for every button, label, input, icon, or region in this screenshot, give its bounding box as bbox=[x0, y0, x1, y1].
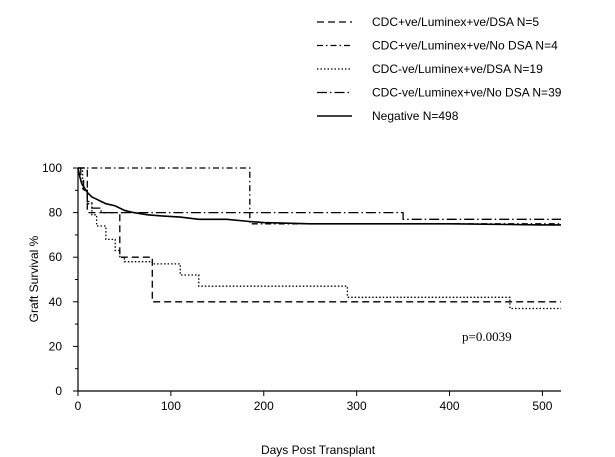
p-value-annotation: p=0.0039 bbox=[462, 329, 512, 344]
y-tick-label: 60 bbox=[49, 250, 63, 264]
x-tick-label: 100 bbox=[161, 399, 181, 413]
x-tick-label: 400 bbox=[440, 399, 460, 413]
x-tick-label: 500 bbox=[532, 399, 552, 413]
legend-label-1: CDC+ve/Luminex+ve/DSA N=5 bbox=[372, 15, 539, 29]
axis-ticks: 0 100 200 300 400 500 0 20 40 60 80 100 bbox=[42, 161, 553, 413]
legend-label-5: Negative N=498 bbox=[372, 109, 459, 123]
x-tick-label: 0 bbox=[75, 399, 82, 413]
x-tick-label: 300 bbox=[347, 399, 367, 413]
series-line-1 bbox=[78, 167, 561, 303]
y-tick-label: 0 bbox=[55, 384, 62, 398]
series-lines bbox=[77, 167, 561, 310]
legend-label-2: CDC+ve/Luminex+ve/No DSA N=4 bbox=[372, 39, 558, 53]
x-axis-label: Days Post Transplant bbox=[261, 443, 376, 457]
series-line-3 bbox=[78, 167, 561, 310]
plot-area: 0 100 200 300 400 500 0 20 40 60 80 100 p=0.0039 bbox=[42, 161, 561, 413]
legend-label-3: CDC-ve/Luminex+ve/DSA N=19 bbox=[372, 62, 543, 76]
y-tick-label: 40 bbox=[49, 295, 63, 309]
y-tick-label: 80 bbox=[49, 206, 63, 220]
legend: CDC+ve/Luminex+ve/DSA N=5 CDC+ve/Luminex+… bbox=[317, 15, 562, 123]
series-line-5 bbox=[77, 167, 561, 226]
y-axis-label: Graft Survival % bbox=[27, 235, 41, 322]
y-tick-label: 20 bbox=[49, 339, 63, 353]
x-tick-label: 200 bbox=[254, 399, 274, 413]
series-line-4 bbox=[78, 167, 561, 220]
legend-label-4: CDC-ve/Luminex+ve/No DSA N=39 bbox=[372, 86, 562, 100]
y-tick-label: 100 bbox=[42, 161, 62, 175]
